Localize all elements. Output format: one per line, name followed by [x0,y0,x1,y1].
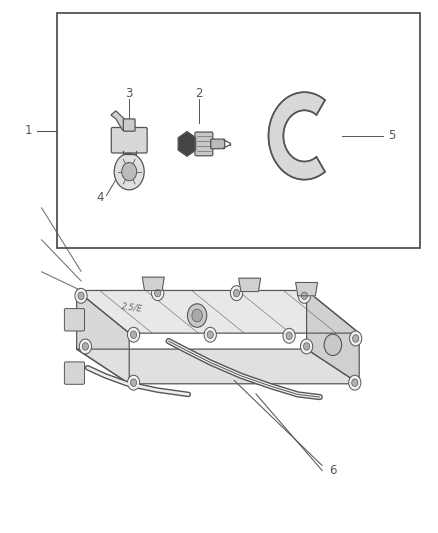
Polygon shape [77,349,359,384]
Circle shape [122,163,137,181]
Circle shape [352,379,358,386]
Polygon shape [268,92,325,180]
Circle shape [300,339,313,354]
Text: 6: 6 [329,464,337,477]
Polygon shape [123,151,136,155]
Circle shape [79,339,92,354]
Circle shape [152,286,164,301]
FancyBboxPatch shape [111,127,147,153]
Circle shape [233,289,240,297]
Circle shape [324,334,342,356]
Circle shape [207,331,213,338]
Text: 3: 3 [126,87,133,100]
Circle shape [230,286,243,301]
Circle shape [75,288,87,303]
Polygon shape [296,282,318,296]
Circle shape [127,375,140,390]
Circle shape [304,343,310,350]
Circle shape [155,289,161,297]
Polygon shape [239,278,261,292]
Circle shape [283,328,295,343]
Bar [57,13,420,248]
Polygon shape [178,132,196,156]
Text: 2.5/E: 2.5/E [120,302,143,314]
Text: 4: 4 [96,191,104,204]
Circle shape [131,379,137,386]
Polygon shape [142,277,164,290]
FancyBboxPatch shape [64,309,85,331]
Polygon shape [77,290,129,384]
Circle shape [187,304,207,327]
Circle shape [350,331,362,346]
Circle shape [298,288,311,303]
Circle shape [286,332,292,340]
Text: 2: 2 [195,87,203,100]
Circle shape [114,154,144,190]
Circle shape [349,375,361,390]
Circle shape [301,292,307,300]
FancyBboxPatch shape [211,139,225,149]
Circle shape [353,335,359,342]
Polygon shape [111,111,131,130]
Polygon shape [77,290,359,333]
FancyBboxPatch shape [64,362,85,384]
FancyBboxPatch shape [124,119,135,131]
Circle shape [131,331,137,338]
Circle shape [127,327,140,342]
Circle shape [204,327,216,342]
Circle shape [78,292,84,300]
Text: 1: 1 [25,124,32,137]
Circle shape [192,309,202,322]
Circle shape [82,343,88,350]
Text: 5: 5 [389,130,396,142]
Polygon shape [307,290,359,384]
FancyBboxPatch shape [195,132,213,156]
